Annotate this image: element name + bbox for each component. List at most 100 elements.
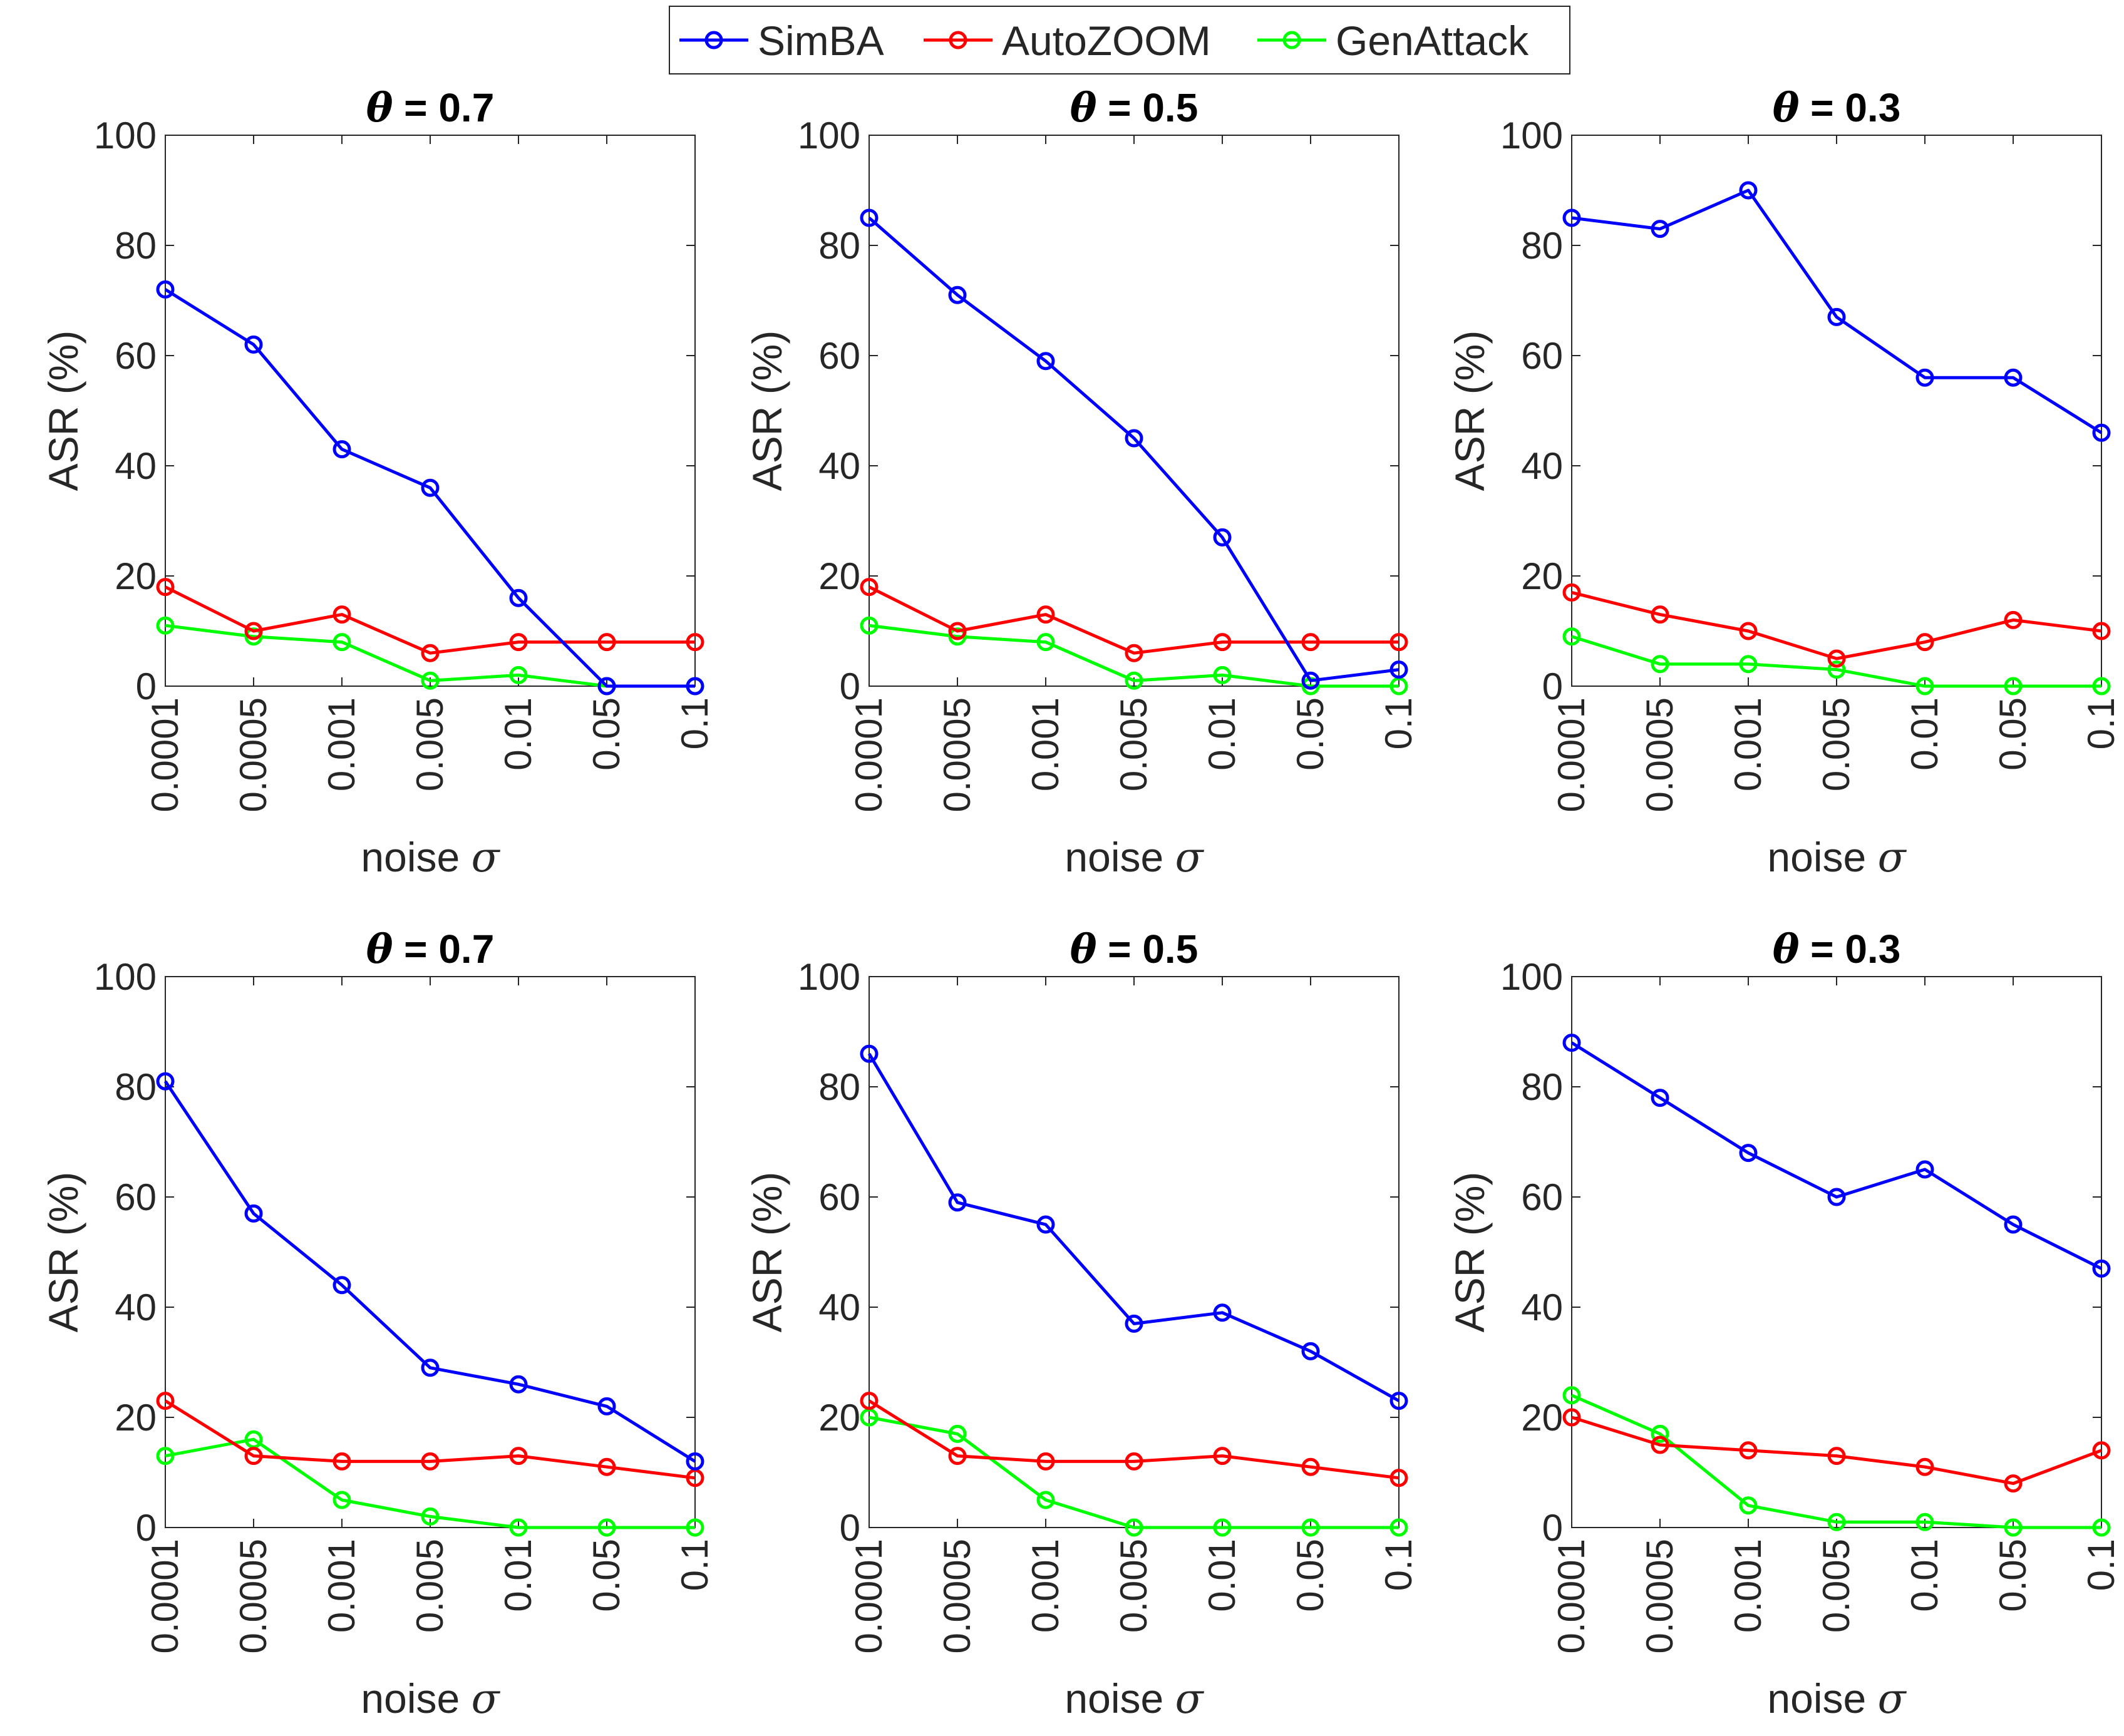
series-autozoom bbox=[860, 1392, 1408, 1487]
series-line bbox=[1571, 635, 2101, 688]
data-point bbox=[1915, 677, 1934, 696]
series-autozoom bbox=[1562, 1408, 2111, 1493]
data-point bbox=[597, 677, 616, 696]
data-point bbox=[2092, 622, 2111, 640]
data-point bbox=[156, 1072, 175, 1091]
data-point bbox=[2092, 423, 2111, 442]
data-point bbox=[1389, 660, 1408, 679]
data-point bbox=[1739, 1441, 1758, 1460]
x-tick-label: 0.005 bbox=[1113, 1539, 1155, 1633]
y-tick-label: 40 bbox=[115, 1287, 157, 1328]
series-line bbox=[867, 1052, 1400, 1402]
data-point bbox=[2004, 677, 2023, 696]
y-tick-label: 60 bbox=[818, 1176, 860, 1218]
data-point bbox=[1562, 627, 1581, 646]
data-point bbox=[1562, 1386, 1581, 1405]
x-tick-label: 0.01 bbox=[497, 697, 539, 771]
data-point bbox=[1301, 633, 1320, 652]
x-tick-label: 0.0001 bbox=[848, 697, 890, 813]
series-genattack bbox=[860, 616, 1408, 696]
legend-entry-genattack: GenAttack bbox=[1257, 18, 1529, 64]
data-point bbox=[1125, 1518, 1143, 1537]
data-point bbox=[1301, 1342, 1320, 1360]
y-tick-label: 20 bbox=[818, 555, 860, 597]
y-tick-label: 20 bbox=[115, 555, 157, 597]
legend-label: SimBA bbox=[758, 18, 884, 64]
data-point bbox=[1301, 1457, 1320, 1476]
y-axis-label: ASR (%) bbox=[40, 1172, 86, 1333]
data-point bbox=[1389, 1392, 1408, 1410]
x-tick-label: 0.0005 bbox=[936, 697, 978, 813]
x-axis-label: noise σ bbox=[1065, 1675, 1204, 1723]
data-point bbox=[1739, 655, 1758, 674]
x-tick-label: 0.0001 bbox=[848, 1539, 890, 1654]
x-tick-label: 0.001 bbox=[1024, 1539, 1066, 1633]
x-tick-label: 0.05 bbox=[1289, 1539, 1331, 1612]
series-genattack bbox=[860, 1408, 1408, 1537]
data-point bbox=[1125, 644, 1143, 662]
data-point bbox=[2004, 1215, 2023, 1234]
y-tick-label: 0 bbox=[840, 1507, 860, 1549]
data-point bbox=[1389, 633, 1408, 652]
data-point bbox=[860, 578, 879, 597]
series-genattack bbox=[1562, 1386, 2111, 1537]
y-tick-label: 40 bbox=[818, 1287, 860, 1328]
x-axis-label: noise σ bbox=[1767, 833, 1907, 881]
data-point bbox=[1827, 1447, 1846, 1466]
x-tick-label: 0.01 bbox=[497, 1539, 539, 1612]
x-tick-label: 0.1 bbox=[674, 1539, 716, 1591]
data-point bbox=[1389, 1518, 1408, 1537]
series-line bbox=[164, 1399, 696, 1480]
legend-label: AutoZOOM bbox=[1002, 18, 1211, 64]
series-autozoom bbox=[860, 578, 1408, 662]
data-point bbox=[156, 1392, 175, 1410]
y-tick-label: 20 bbox=[1521, 555, 1563, 597]
y-tick-label: 0 bbox=[1542, 1507, 1563, 1549]
y-tick-label: 60 bbox=[115, 1176, 157, 1218]
legend-entry-autozoom: AutoZOOM bbox=[924, 18, 1211, 64]
series-line bbox=[1570, 1394, 2101, 1529]
data-point bbox=[333, 440, 351, 459]
y-tick-label: 60 bbox=[1521, 1176, 1563, 1218]
data-point bbox=[597, 1397, 616, 1415]
y-tick-label: 60 bbox=[818, 335, 860, 377]
x-tick-label: 0.05 bbox=[585, 697, 627, 771]
data-point bbox=[1827, 660, 1846, 679]
subplot-title: θ = 0.7 bbox=[366, 926, 495, 973]
series-line bbox=[869, 624, 1399, 688]
data-point bbox=[1739, 1496, 1758, 1515]
data-point bbox=[597, 633, 616, 652]
subplot-title: θ = 0.5 bbox=[1070, 926, 1199, 973]
x-tick-label: 0.01 bbox=[1904, 697, 1946, 771]
data-point bbox=[156, 578, 175, 597]
series-line bbox=[868, 1399, 1400, 1480]
data-point bbox=[2092, 1441, 2111, 1460]
data-point bbox=[1301, 671, 1320, 690]
series-line bbox=[1571, 590, 2102, 660]
x-tick-label: 0.1 bbox=[1378, 697, 1420, 749]
data-point bbox=[1651, 1089, 1669, 1107]
data-point bbox=[948, 285, 967, 304]
y-tick-label: 100 bbox=[798, 115, 860, 157]
plot-area bbox=[869, 135, 1400, 687]
data-point bbox=[509, 665, 528, 684]
y-tick-label: 40 bbox=[1521, 1287, 1563, 1328]
plot-area bbox=[869, 976, 1400, 1528]
y-axis-label: ASR (%) bbox=[40, 331, 86, 491]
data-point bbox=[333, 1452, 351, 1471]
data-point bbox=[1036, 605, 1055, 624]
subplot-5: 0 20 40 60 80 100 0.0001 0.0005 0.001 0.005 0.01 0.… bbox=[744, 926, 1420, 1723]
x-axis-label: noise σ bbox=[1065, 833, 1204, 881]
data-point bbox=[333, 1491, 351, 1509]
legend-marker bbox=[1282, 31, 1301, 49]
y-tick-label: 80 bbox=[1521, 1066, 1563, 1108]
series-simba bbox=[860, 1044, 1408, 1410]
data-point bbox=[1036, 1452, 1055, 1471]
data-point bbox=[686, 677, 704, 696]
legend-box bbox=[669, 6, 1570, 74]
y-axis-label: ASR (%) bbox=[1446, 1172, 1493, 1333]
data-point bbox=[597, 1518, 616, 1537]
y-tick-label: 60 bbox=[1521, 335, 1563, 377]
x-tick-label: 0.005 bbox=[1815, 1539, 1857, 1633]
